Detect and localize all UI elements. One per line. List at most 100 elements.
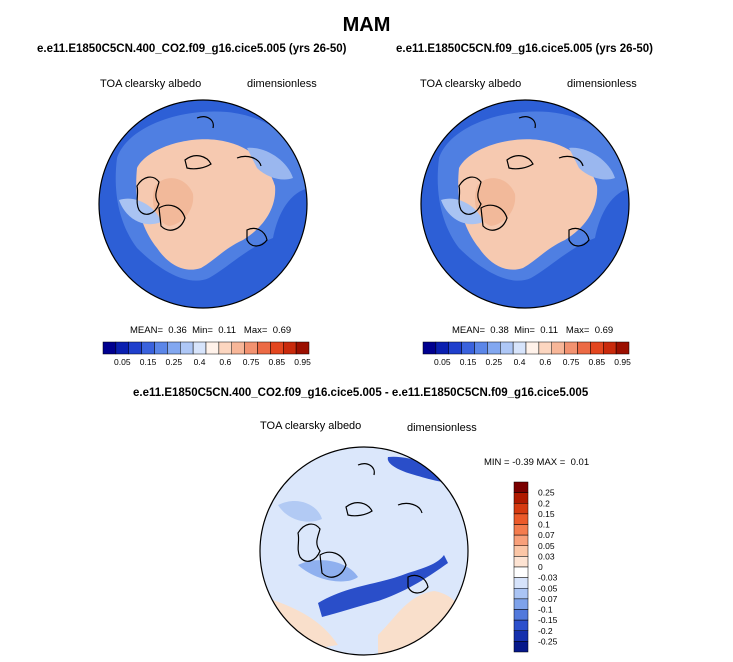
colorbar-swatch	[448, 341, 462, 355]
colorbar-swatch	[513, 609, 529, 621]
colorbar-tick-label: 0.05	[538, 541, 555, 551]
colorbar-swatch	[487, 341, 501, 355]
colorbar-swatch	[513, 481, 529, 493]
colorbar-swatch	[231, 341, 245, 355]
colorbar-swatch	[422, 341, 437, 355]
colorbar-swatch	[167, 341, 181, 355]
panel1-title: e.e11.E1850C5CN.400_CO2.f09_g16.cice5.00…	[37, 43, 347, 55]
panel1-polar-map	[98, 99, 308, 309]
colorbar-swatch	[128, 341, 142, 355]
colorbar-tick-label: -0.15	[538, 615, 558, 625]
map-field	[421, 100, 629, 308]
coastline	[568, 227, 590, 247]
coastline	[136, 176, 160, 215]
colorbar-swatch	[115, 341, 129, 355]
map-border	[420, 99, 630, 309]
colorbar-swatch	[218, 341, 232, 355]
coastline	[480, 204, 508, 231]
colorbar-swatch	[513, 598, 529, 610]
colorbar-swatch	[474, 341, 488, 355]
colorbar-swatch	[205, 341, 220, 355]
colorbar-tick-label: 0.05	[114, 357, 131, 367]
colorbar-tick-label: 0.25	[538, 488, 555, 498]
colorbar-swatch	[500, 341, 514, 355]
panel3-colorbar: 0.250.20.150.10.070.050.030-0.03-0.05-0.…	[513, 481, 558, 653]
colorbar-swatch	[435, 341, 449, 355]
colorbar-swatch	[461, 341, 475, 355]
coastline	[506, 155, 534, 170]
colorbar-swatch	[513, 577, 529, 589]
colorbar-swatch	[513, 503, 529, 515]
coastline	[297, 523, 321, 562]
panel2-polar-map	[420, 99, 630, 309]
panel2-title: e.e11.E1850C5CN.f09_g16.cice5.005 (yrs 2…	[396, 43, 654, 55]
panel3-units: dimensionless	[407, 422, 477, 434]
coastline	[158, 204, 186, 231]
panel1-colorbar: 0.05 0.15 0.25 0.4 0.6 0.75 0.85 0.95	[102, 341, 311, 367]
colorbar-swatch	[283, 341, 297, 355]
colorbar-tick-label: 0.25	[166, 357, 183, 367]
panel2-stats: MEAN= 0.38 Min= 0.11 Max= 0.69	[452, 325, 614, 336]
colorbar-tick-label: 0.15	[140, 357, 157, 367]
coastline	[397, 502, 423, 514]
colorbar-tick-label: 0.75	[243, 357, 260, 367]
colorbar-swatch	[577, 341, 591, 355]
colorbar-tick-label: -0.1	[538, 605, 553, 615]
colorbar-tick-label: 0.95	[294, 357, 311, 367]
colorbar-swatch	[590, 341, 604, 355]
colorbar-swatch	[512, 341, 527, 355]
colorbar-swatch	[513, 556, 529, 568]
panel1-variable: TOA clearsky albedo	[100, 78, 202, 90]
colorbar-tick-label: 0.03	[538, 551, 555, 561]
panel2-units: dimensionless	[567, 78, 637, 90]
colorbar-tick-label: 0.25	[486, 357, 503, 367]
colorbar-swatch	[141, 341, 155, 355]
colorbar-tick-label: 0.6	[539, 357, 551, 367]
panel1-units: dimensionless	[247, 78, 317, 90]
colorbar-swatch	[270, 341, 284, 355]
colorbar-tick-label: 0.85	[589, 357, 606, 367]
colorbar-swatch	[180, 341, 194, 355]
colorbar-tick-label: 0.85	[269, 357, 286, 367]
colorbar-swatch	[257, 341, 271, 355]
coastline	[319, 551, 347, 578]
colorbar-tick-label: 0.75	[563, 357, 580, 367]
colorbar-swatch	[551, 341, 565, 355]
coastline	[236, 155, 262, 167]
colorbar-swatch	[154, 341, 168, 355]
colorbar-swatch	[295, 341, 310, 355]
coastline	[246, 227, 268, 247]
colorbar-tick-label: -0.2	[538, 626, 553, 636]
colorbar-swatch	[603, 341, 617, 355]
colorbar-swatch	[513, 524, 529, 536]
colorbar-swatch	[513, 630, 529, 642]
coastline	[458, 176, 482, 215]
map-field	[99, 100, 307, 308]
colorbar-swatch	[513, 492, 529, 504]
coastline	[407, 574, 429, 594]
colorbar-swatch	[192, 341, 207, 355]
colorbar-swatch	[564, 341, 578, 355]
colorbar-swatch	[513, 619, 529, 631]
colorbar-swatch	[102, 341, 117, 355]
colorbar-swatch	[525, 341, 540, 355]
colorbar-swatch	[513, 513, 529, 525]
colorbar-swatch	[513, 641, 529, 653]
colorbar-tick-label: -0.05	[538, 583, 558, 593]
panel3-polar-map	[259, 446, 469, 656]
colorbar-tick-label: 0.2	[538, 498, 550, 508]
coastline	[345, 502, 373, 517]
coastline	[518, 116, 536, 129]
colorbar-swatch	[244, 341, 258, 355]
colorbar-tick-label: 0.15	[538, 509, 555, 519]
colorbar-tick-label: -0.25	[538, 636, 558, 646]
colorbar-swatch	[513, 545, 529, 557]
coastline	[357, 463, 375, 476]
panel2-variable: TOA clearsky albedo	[420, 78, 522, 90]
colorbar-tick-label: -0.03	[538, 573, 558, 583]
map-field	[260, 447, 468, 655]
colorbar-tick-label: 0.07	[538, 530, 555, 540]
colorbar-tick-label: 0	[538, 562, 543, 572]
panel3-stats: MIN = -0.39 MAX = 0.01	[484, 457, 590, 468]
panel1-stats: MEAN= 0.36 Min= 0.11 Max= 0.69	[130, 325, 292, 336]
